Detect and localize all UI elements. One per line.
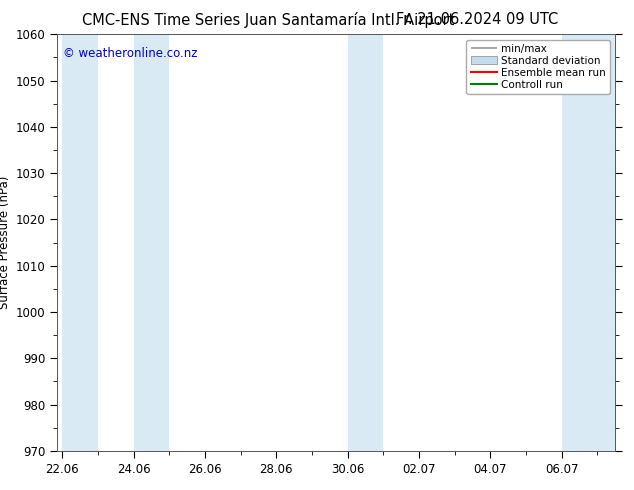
Bar (562, 34, 615, 451)
Text: Fr. 21.06.2024 09 UTC: Fr. 21.06.2024 09 UTC (396, 12, 558, 27)
Text: CMC-ENS Time Series Juan Santamaría Intl. Airport: CMC-ENS Time Series Juan Santamaría Intl… (82, 12, 455, 28)
Bar (62, 34, 98, 451)
Text: © weatheronline.co.nz: © weatheronline.co.nz (63, 47, 197, 60)
Bar (134, 34, 169, 451)
Legend: min/max, Standard deviation, Ensemble mean run, Controll run: min/max, Standard deviation, Ensemble me… (467, 40, 610, 94)
Y-axis label: Surface Pressure (hPa): Surface Pressure (hPa) (0, 176, 11, 309)
Bar (347, 34, 384, 451)
